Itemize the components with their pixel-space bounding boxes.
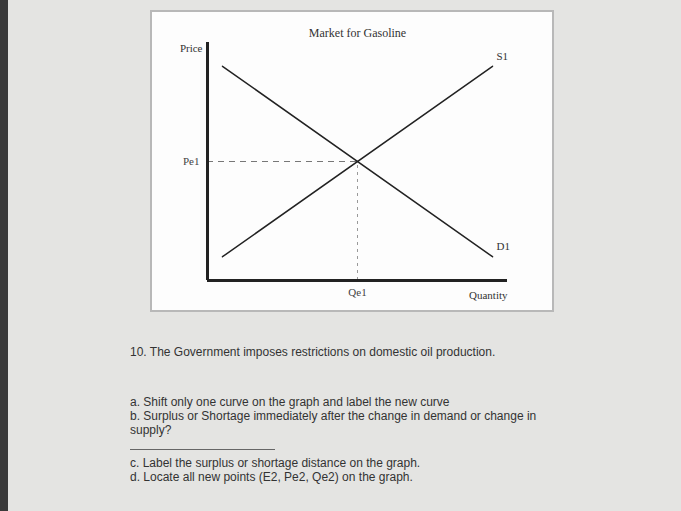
svg-text:S1: S1 (497, 50, 509, 62)
html-text:10. The Government imposes res: 10. The Government imposes restrictions … (130, 345, 496, 359)
svg-text:Market for Gasoline: Market for Gasoline (309, 26, 406, 40)
html-text:a. Shift only one curve on the: a. Shift only one curve on the graph and… (130, 395, 450, 409)
svg-text:Quantity: Quantity (469, 289, 508, 301)
html-text:b. Surplus or Shortage immedia: b. Surplus or Shortage immediately after… (130, 409, 537, 437)
html-text:d. Locate all new points (E2,: d. Locate all new points (E2, Pe2, Qe2) … (130, 470, 413, 484)
svg-text:Pe1: Pe1 (183, 155, 200, 167)
svg-text:Price: Price (180, 42, 203, 54)
svg-text:Qe1: Qe1 (348, 286, 366, 298)
html-text:c. Label the surplus or shorta: c. Label the surplus or shortage distanc… (130, 456, 421, 470)
svg-text:D1: D1 (497, 240, 510, 252)
